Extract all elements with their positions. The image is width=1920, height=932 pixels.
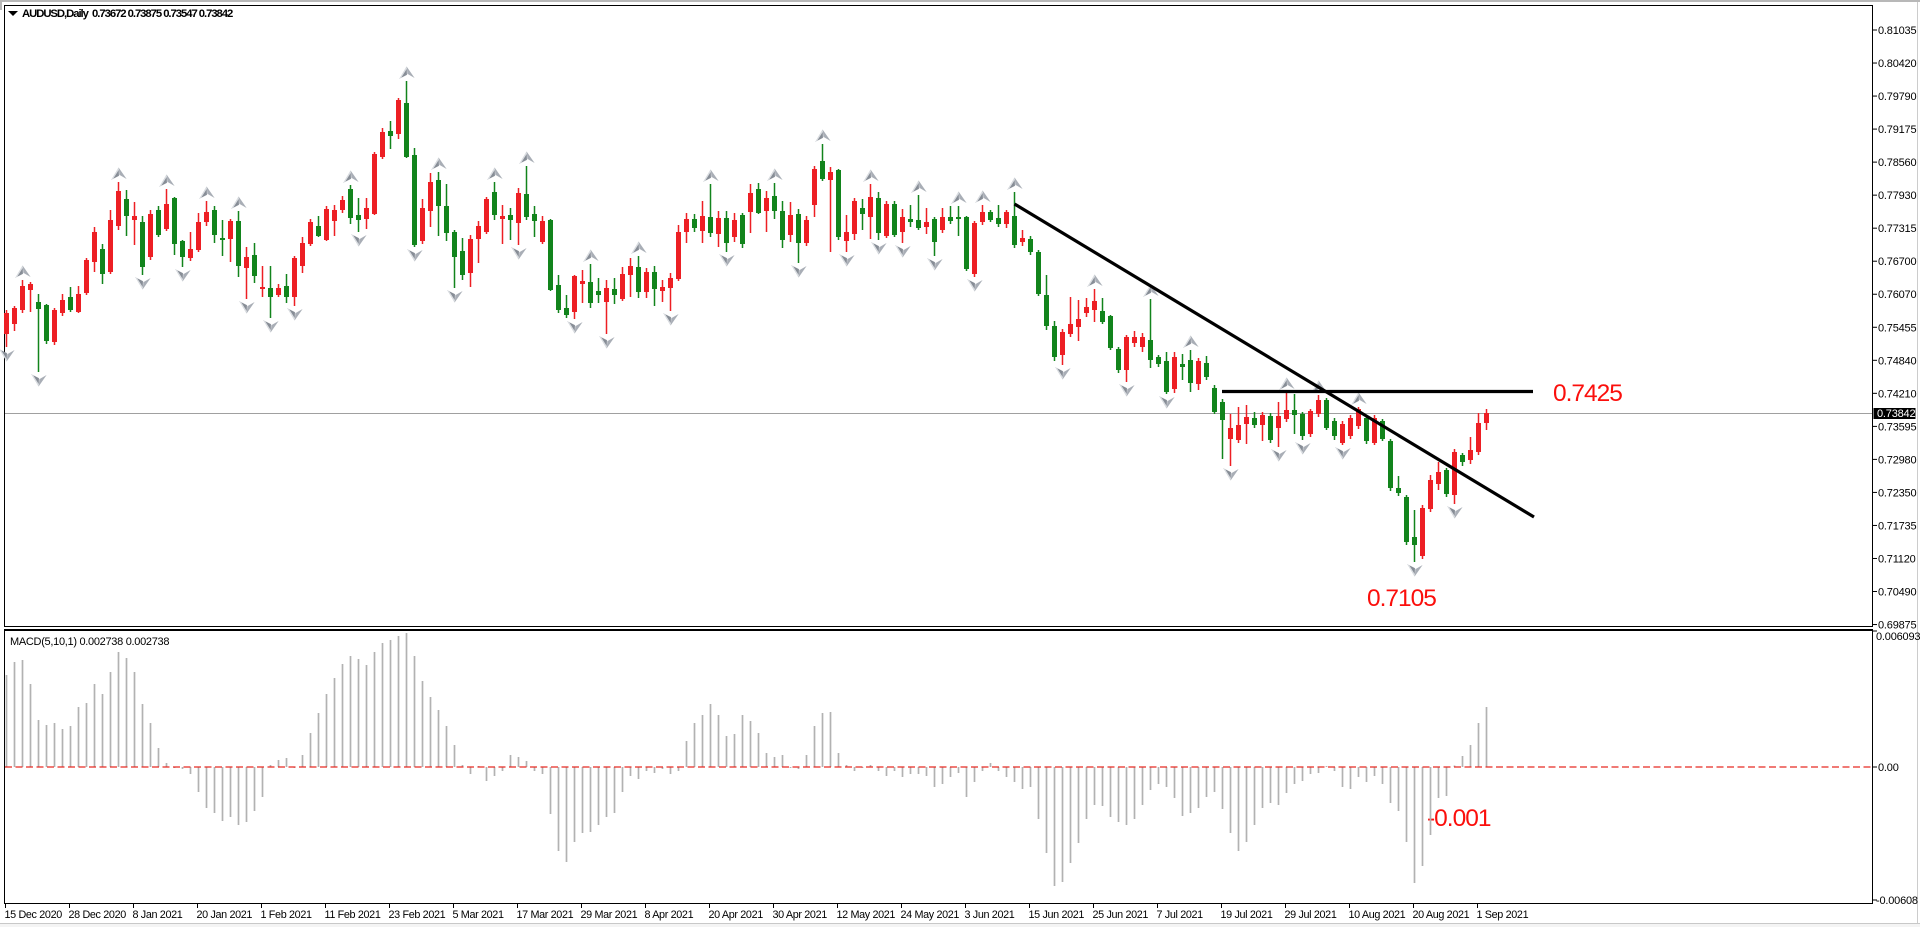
svg-text:0.72350: 0.72350: [1878, 487, 1916, 499]
svg-text:11 Feb 2021: 11 Feb 2021: [325, 909, 381, 921]
svg-text:15 Jun 2021: 15 Jun 2021: [1029, 909, 1085, 921]
svg-text:0.81035: 0.81035: [1878, 25, 1916, 37]
svg-text:0.75455: 0.75455: [1878, 322, 1916, 334]
svg-text:-0.00608: -0.00608: [1876, 895, 1918, 907]
svg-text:0.71120: 0.71120: [1878, 553, 1916, 565]
svg-text:0.80420: 0.80420: [1878, 58, 1916, 70]
svg-text:20 Jan 2021: 20 Jan 2021: [197, 909, 253, 921]
svg-text:25 Jun 2021: 25 Jun 2021: [1093, 909, 1149, 921]
svg-text:1 Feb 2021: 1 Feb 2021: [261, 909, 312, 921]
svg-text:29 Mar 2021: 29 Mar 2021: [581, 909, 638, 921]
svg-text:0.79790: 0.79790: [1878, 91, 1916, 103]
svg-text:15 Dec 2020: 15 Dec 2020: [5, 909, 63, 921]
svg-text:24 May 2021: 24 May 2021: [901, 909, 960, 921]
svg-text:MACD(5,10,1) 0.002738 0.002738: MACD(5,10,1) 0.002738 0.002738: [10, 636, 169, 648]
svg-text:20 Apr 2021: 20 Apr 2021: [709, 909, 764, 921]
svg-text:7 Jul 2021: 7 Jul 2021: [1157, 909, 1204, 921]
svg-text:0.78560: 0.78560: [1878, 157, 1916, 169]
svg-text:17 Mar 2021: 17 Mar 2021: [517, 909, 574, 921]
svg-text:19 Jul 2021: 19 Jul 2021: [1221, 909, 1273, 921]
svg-text:0.77930: 0.77930: [1878, 190, 1916, 202]
svg-text:-0.001: -0.001: [1427, 805, 1491, 832]
svg-text:0.006093: 0.006093: [1876, 631, 1920, 643]
svg-text:0.73842: 0.73842: [1877, 408, 1915, 420]
svg-text:5 Mar 2021: 5 Mar 2021: [453, 909, 504, 921]
svg-text:0.70490: 0.70490: [1878, 587, 1916, 599]
svg-text:29 Jul 2021: 29 Jul 2021: [1285, 909, 1337, 921]
svg-text:8 Apr 2021: 8 Apr 2021: [645, 909, 694, 921]
svg-text:1 Sep 2021: 1 Sep 2021: [1477, 909, 1529, 921]
svg-text:0.74840: 0.74840: [1878, 355, 1916, 367]
svg-text:12 May 2021: 12 May 2021: [837, 909, 896, 921]
svg-text:0.71735: 0.71735: [1878, 520, 1916, 532]
svg-text:0.74210: 0.74210: [1878, 388, 1916, 400]
svg-text:0.73595: 0.73595: [1878, 421, 1916, 433]
svg-text:0.76700: 0.76700: [1878, 256, 1916, 268]
svg-text:0.7425: 0.7425: [1553, 380, 1622, 407]
svg-text:0.79175: 0.79175: [1878, 124, 1916, 136]
svg-text:30 Apr 2021: 30 Apr 2021: [773, 909, 828, 921]
svg-text:0.69875: 0.69875: [1878, 620, 1916, 632]
svg-text:0.72980: 0.72980: [1878, 454, 1916, 466]
svg-text:20 Aug 2021: 20 Aug 2021: [1413, 909, 1470, 921]
svg-text:3 Jun 2021: 3 Jun 2021: [965, 909, 1015, 921]
svg-text:AUDUSD,Daily 0.73672 0.73875: AUDUSD,Daily 0.73672 0.73875 0.73547 0.7…: [22, 8, 233, 20]
svg-text:0.76070: 0.76070: [1878, 289, 1916, 301]
svg-text:28 Dec 2020: 28 Dec 2020: [69, 909, 127, 921]
svg-text:0.7105: 0.7105: [1367, 585, 1436, 612]
svg-text:0.00: 0.00: [1878, 762, 1899, 774]
svg-text:0.77315: 0.77315: [1878, 223, 1916, 235]
svg-text:10 Aug 2021: 10 Aug 2021: [1349, 909, 1406, 921]
svg-text:8 Jan 2021: 8 Jan 2021: [133, 909, 183, 921]
svg-text:23 Feb 2021: 23 Feb 2021: [389, 909, 446, 921]
